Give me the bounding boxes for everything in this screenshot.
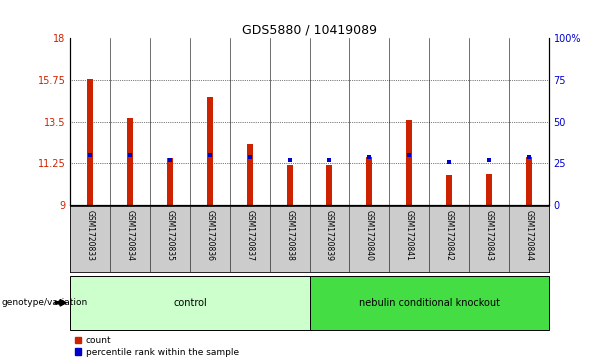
Text: GSM1720839: GSM1720839 [325,211,334,261]
Bar [207,97,213,205]
Bar [247,144,253,205]
Text: GSM1720833: GSM1720833 [86,211,95,261]
Text: GSM1720836: GSM1720836 [205,211,215,261]
Point [166,157,175,163]
Text: GSM1720838: GSM1720838 [285,211,294,261]
Point [405,152,414,158]
Point [205,152,215,158]
Title: GDS5880 / 10419089: GDS5880 / 10419089 [242,24,377,37]
Bar [446,175,452,205]
Bar [526,157,531,205]
Bar [88,79,93,205]
Text: nebulin conditional knockout: nebulin conditional knockout [359,298,500,308]
Point [125,152,135,158]
Text: GSM1720837: GSM1720837 [245,211,254,261]
Bar [167,158,173,205]
Point [364,154,374,160]
Point [245,154,255,160]
Bar [327,165,332,205]
Text: GSM1720835: GSM1720835 [166,211,175,261]
Point [325,157,335,163]
Text: GSM1720841: GSM1720841 [405,211,414,261]
Point [86,152,96,158]
Point [484,157,494,163]
Text: GSM1720840: GSM1720840 [365,211,374,261]
Point [524,154,533,160]
Text: GSM1720842: GSM1720842 [444,211,454,261]
Text: GSM1720844: GSM1720844 [524,211,533,261]
Bar [287,165,292,205]
Text: control: control [173,298,207,308]
Bar [486,174,492,205]
Text: genotype/variation: genotype/variation [1,298,88,307]
Bar [128,118,133,205]
Point [284,157,294,163]
Bar [406,120,412,205]
Text: GSM1720834: GSM1720834 [126,211,135,261]
Legend: count, percentile rank within the sample: count, percentile rank within the sample [75,337,239,357]
Text: GSM1720843: GSM1720843 [484,211,493,261]
Point [444,159,454,164]
Bar [367,157,372,205]
